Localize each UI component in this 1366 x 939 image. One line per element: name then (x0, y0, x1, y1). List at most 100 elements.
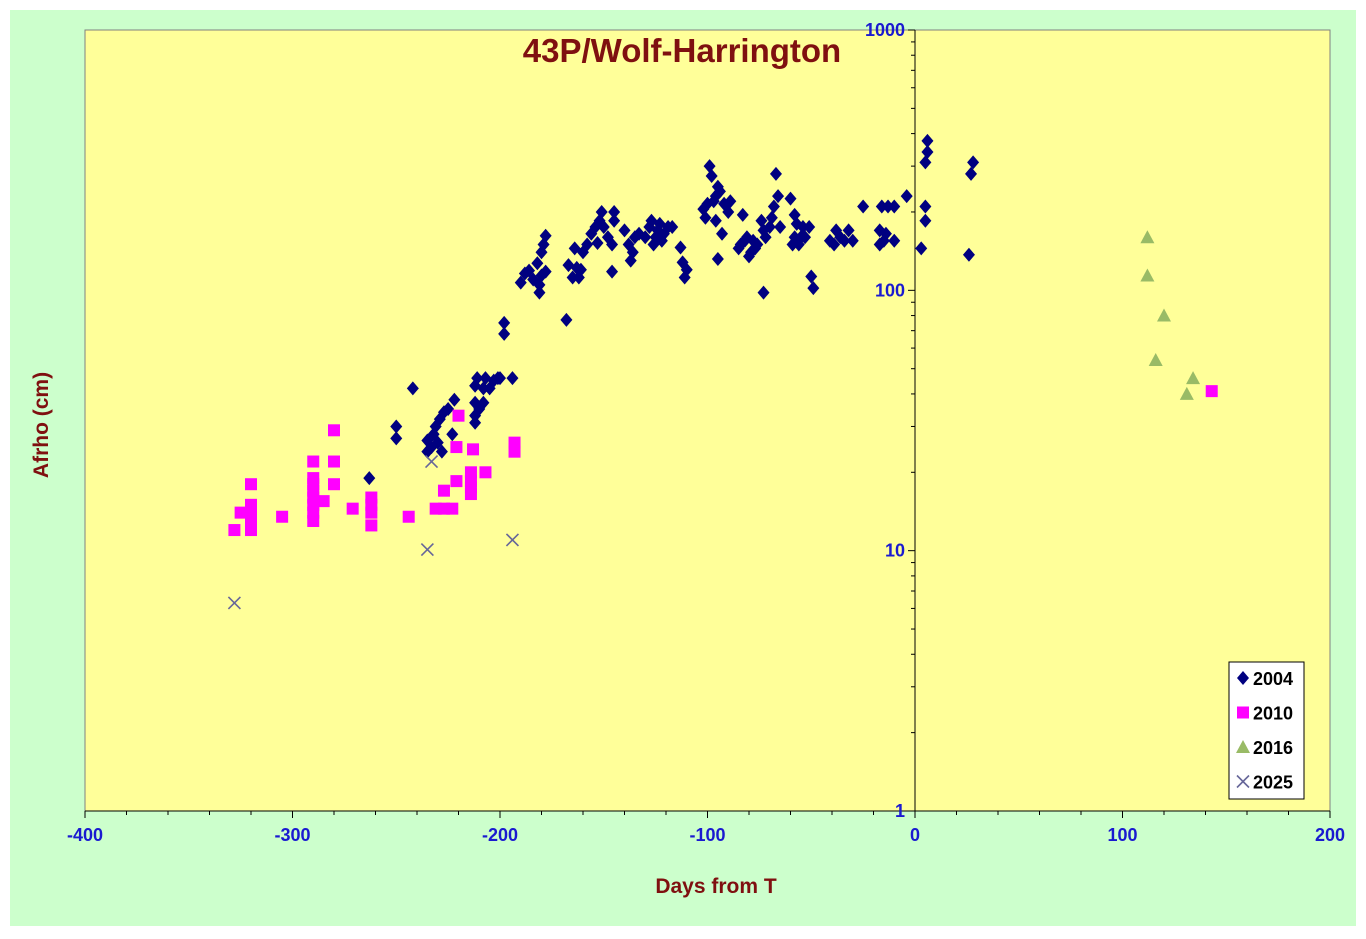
data-point (842, 223, 855, 238)
legend-entry: 2010 (1237, 704, 1293, 724)
data-point (276, 510, 289, 523)
data-point (722, 204, 735, 219)
data-point (328, 478, 340, 491)
data-point (921, 144, 934, 159)
data-point (965, 166, 978, 181)
data-point (390, 419, 403, 434)
data-point (705, 168, 718, 183)
data-point (888, 233, 901, 248)
data-point (531, 256, 544, 271)
data-point (774, 220, 787, 235)
data-point (1186, 371, 1201, 385)
data-point (464, 466, 477, 479)
data-point (1179, 386, 1194, 400)
y-tick-label: 100 (875, 280, 905, 300)
data-point (435, 444, 448, 459)
data-point (406, 381, 419, 396)
data-point (307, 472, 320, 485)
plot-area (84, 29, 1331, 812)
data-point (245, 506, 257, 519)
data-point (420, 542, 434, 557)
data-point (591, 235, 604, 250)
x-tick-label: 0 (910, 825, 920, 845)
x-tick-label: -400 (67, 825, 103, 845)
data-point (1148, 353, 1163, 367)
data-point (767, 199, 780, 214)
data-point (1205, 385, 1218, 398)
data-point (875, 199, 888, 214)
data-point (846, 233, 859, 248)
data-point (699, 210, 712, 225)
data-point (618, 223, 631, 238)
data-point (751, 237, 764, 252)
data-point (506, 371, 519, 386)
y-axis-title: Afrho (cm) (30, 372, 53, 478)
chart-title: 43P/Wolf-Harrington (523, 32, 841, 69)
series-2010 (228, 385, 1218, 537)
data-point (448, 392, 461, 407)
data-point (505, 533, 520, 547)
data-point (799, 230, 812, 245)
data-point (759, 230, 772, 245)
legend-marker (1236, 740, 1250, 753)
data-point (608, 204, 621, 219)
data-point (606, 264, 619, 279)
x-tick-label: 200 (1315, 825, 1345, 845)
data-point (566, 270, 579, 285)
legend-box (1228, 661, 1305, 800)
legend-label: 2025 (1253, 773, 1293, 793)
data-point (477, 381, 490, 396)
data-point (703, 159, 716, 174)
legend-entry: 2004 (1237, 669, 1293, 689)
legend-entry: 2025 (1236, 773, 1293, 793)
series-2004 (363, 133, 980, 486)
legend-entry: 2016 (1236, 738, 1293, 758)
data-point (674, 240, 687, 255)
data-point (915, 241, 928, 256)
data-point (539, 264, 552, 279)
x-axis-ticks: -400 -300 -200 -100 0 100 200 (67, 811, 1345, 845)
data-point (228, 524, 241, 537)
data-point (560, 312, 573, 327)
x-tick-label: -300 (274, 825, 310, 845)
data-point (882, 199, 895, 214)
data-point (452, 409, 465, 422)
x-axis-title: Days from T (655, 875, 777, 898)
data-point (962, 247, 975, 262)
data-point (307, 506, 320, 519)
series-2016 (1140, 230, 1201, 400)
data-point (498, 326, 511, 341)
data-point (921, 133, 934, 148)
data-point (494, 371, 506, 386)
y-tick-label: 1000 (865, 20, 905, 40)
legend: 2004 2010 2016 2025 (1228, 661, 1305, 800)
data-point (446, 502, 459, 515)
data-point (245, 478, 257, 491)
data-point (919, 155, 932, 170)
legend-label: 2016 (1253, 738, 1293, 758)
data-point (245, 498, 257, 511)
x-tick-label: -200 (482, 825, 518, 845)
data-point (796, 220, 809, 235)
data-point (967, 155, 980, 170)
data-point (365, 519, 378, 532)
data-point (477, 395, 490, 410)
data-point (680, 262, 693, 277)
legend-marker (1237, 671, 1249, 685)
data-point (307, 455, 320, 468)
data-point (467, 443, 480, 456)
y-axis-ticks: 1 10 100 1000 (865, 20, 915, 821)
data-point (919, 199, 932, 214)
data-point (508, 445, 521, 458)
data-point (711, 251, 724, 266)
data-point (919, 213, 932, 228)
data-point (479, 371, 492, 386)
y-tick-label: 1 (895, 801, 905, 821)
data-point (317, 495, 330, 508)
series-2025 (227, 454, 520, 610)
data-point (1140, 268, 1155, 282)
data-point (597, 220, 610, 235)
data-point (595, 204, 608, 219)
data-point (803, 220, 816, 235)
